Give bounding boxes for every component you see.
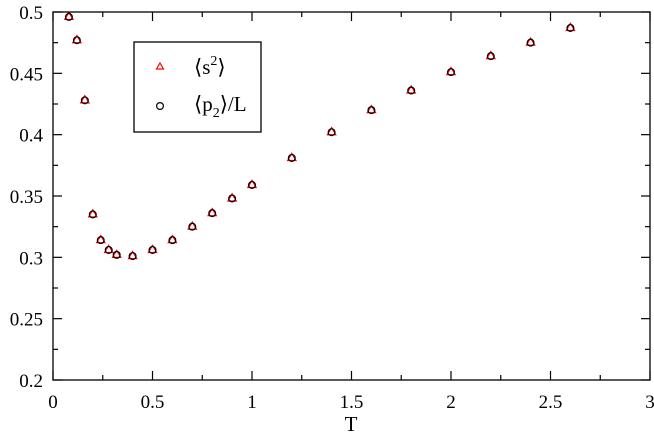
y-tick-label: 0.45 — [10, 64, 43, 85]
data-point-circle — [148, 245, 157, 254]
data-point-circle — [327, 128, 336, 137]
legend-box — [133, 41, 262, 133]
data-point-triangle — [207, 207, 218, 217]
data-point-circle — [112, 250, 121, 259]
data-point-circle — [447, 68, 456, 77]
data-point-circle — [367, 106, 376, 115]
data-point-circle — [104, 245, 113, 254]
data-point-circle — [64, 12, 73, 21]
data-point-circle — [96, 236, 105, 245]
legend-label-s2-end: ⟩ — [217, 55, 225, 79]
legend: ⟨s2⟩ ⟨p2⟩/L — [133, 41, 262, 133]
data-point-triangle — [111, 249, 122, 259]
data-point-triangle — [63, 11, 75, 21]
legend-label-p2: ⟨p2⟩/L — [194, 92, 247, 121]
data-point-triangle — [87, 208, 98, 218]
legend-label-p2-sub: 2 — [213, 106, 220, 121]
data-point-triangle — [147, 244, 158, 254]
data-point-triangle — [286, 152, 297, 162]
x-tick-label: 2.5 — [539, 392, 563, 413]
data-point-triangle — [485, 50, 496, 60]
data-point-triangle — [226, 192, 238, 202]
data-point-triangle — [326, 126, 337, 136]
data-point-circle — [526, 38, 535, 47]
legend-label-p2-main: ⟨p — [194, 92, 213, 116]
data-point-circle — [566, 23, 575, 32]
data-point-triangle — [406, 84, 417, 94]
x-tick-label: 1 — [247, 392, 257, 413]
data-point-circle — [208, 209, 217, 218]
x-tick-label: 0 — [48, 392, 58, 413]
data-point-triangle — [127, 250, 138, 260]
legend-label-s2-sup: 2 — [210, 54, 217, 69]
data-point-triangle — [445, 66, 457, 76]
axis-tick-labels: 0 0.5 1 1.5 2 2.5 3 0.2 0.25 0.3 0.35 0.4 0.45 0.5 — [10, 3, 654, 413]
data-point-triangle — [525, 36, 536, 46]
data-point-triangle — [366, 104, 377, 114]
y-tick-label: 0.4 — [19, 126, 43, 147]
data-point-circle — [228, 194, 237, 203]
series-triangle — [63, 11, 576, 260]
data-point-triangle — [246, 179, 258, 189]
legend-label-s2: ⟨s2⟩ — [194, 54, 226, 79]
data-point-circle — [486, 52, 495, 61]
data-point-circle — [248, 180, 257, 189]
data-point-circle — [80, 96, 89, 105]
data-point-circle — [168, 236, 177, 245]
x-tick-label: 0.5 — [141, 392, 165, 413]
data-point-triangle — [79, 94, 91, 104]
data-point-triangle — [71, 34, 83, 44]
legend-label-p2-end: ⟩/L — [220, 92, 247, 116]
x-tick-label: 1.5 — [340, 392, 364, 413]
y-tick-label: 0.5 — [19, 3, 43, 24]
data-point-circle — [72, 36, 81, 45]
legend-marker-circle — [156, 101, 165, 110]
y-tick-label: 0.3 — [19, 248, 43, 269]
x-axis-label: T — [345, 412, 358, 436]
plot-frame — [52, 11, 651, 381]
data-point-triangle — [565, 22, 576, 32]
x-tick-label: 2 — [446, 392, 456, 413]
data-point-triangle — [167, 234, 178, 244]
data-point-circle — [88, 210, 97, 219]
series-circle — [64, 12, 575, 261]
legend-label-s2-main: ⟨s — [194, 55, 210, 79]
y-tick-label: 0.2 — [19, 371, 43, 392]
legend-marker-triangle — [155, 61, 165, 70]
data-point-triangle — [103, 244, 114, 254]
x-tick-label: 3 — [645, 392, 654, 413]
data-point-circle — [287, 153, 296, 162]
data-point-circle — [407, 86, 416, 95]
data-point-triangle — [187, 220, 198, 230]
y-tick-label: 0.25 — [10, 310, 43, 331]
data-point-triangle — [95, 234, 106, 244]
data-point-circle — [188, 222, 197, 231]
data-point-circle — [128, 252, 137, 261]
y-tick-label: 0.35 — [10, 187, 43, 208]
data-points — [63, 11, 576, 261]
